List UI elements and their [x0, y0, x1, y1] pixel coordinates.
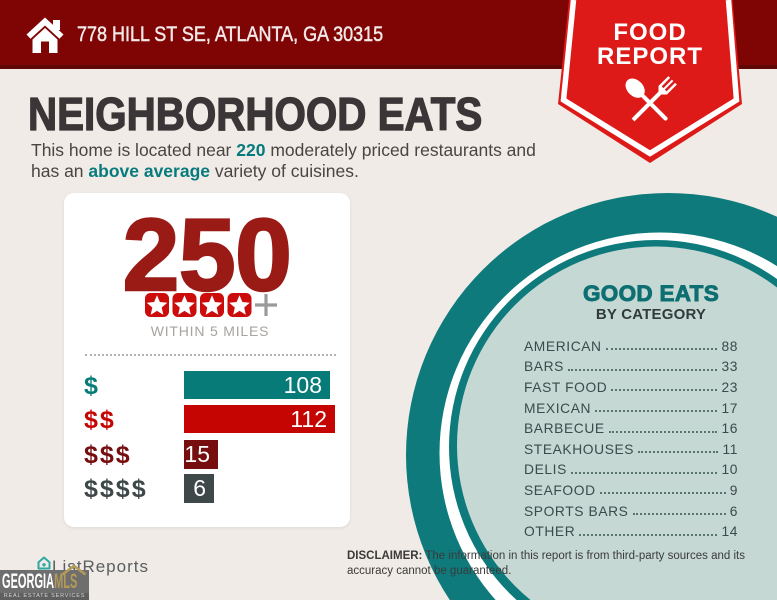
- svg-text:FOOD: FOOD: [613, 19, 686, 46]
- svg-text:REPORT: REPORT: [597, 43, 703, 70]
